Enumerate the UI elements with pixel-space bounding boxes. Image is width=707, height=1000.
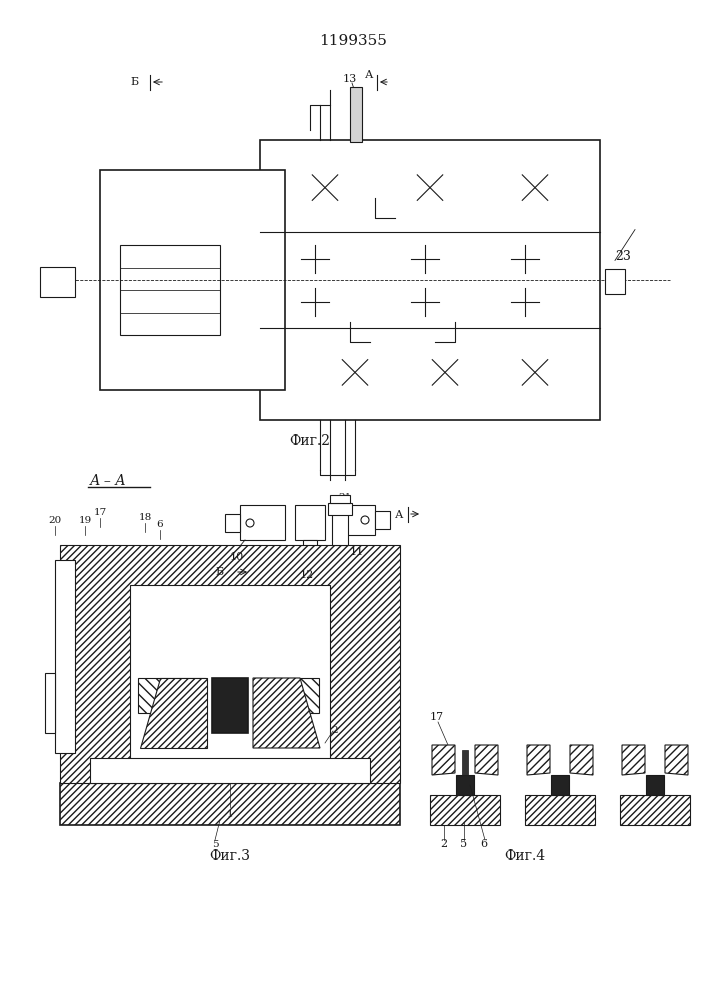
Bar bbox=[462, 750, 468, 775]
Text: 10: 10 bbox=[230, 552, 244, 562]
Bar bbox=[45, 673, 55, 733]
Text: Б: Б bbox=[130, 77, 138, 87]
Text: А: А bbox=[365, 70, 373, 80]
Bar bbox=[646, 775, 664, 795]
Bar bbox=[100, 170, 285, 390]
Text: 1199355: 1199355 bbox=[319, 34, 387, 48]
Polygon shape bbox=[527, 745, 550, 775]
Text: 2: 2 bbox=[440, 839, 447, 849]
Polygon shape bbox=[665, 745, 688, 775]
Text: Б: Б bbox=[215, 567, 223, 577]
Bar bbox=[295, 505, 325, 540]
Polygon shape bbox=[140, 678, 207, 748]
Text: 17: 17 bbox=[93, 508, 107, 517]
Text: 21: 21 bbox=[339, 493, 351, 502]
Polygon shape bbox=[622, 745, 645, 775]
Bar bbox=[375, 511, 390, 529]
Text: 17: 17 bbox=[430, 712, 444, 722]
Text: 18: 18 bbox=[139, 513, 151, 522]
Text: Фиг.3: Фиг.3 bbox=[209, 849, 250, 863]
Bar bbox=[456, 775, 474, 795]
Bar bbox=[130, 585, 330, 763]
Text: 6: 6 bbox=[480, 839, 487, 849]
Bar bbox=[330, 495, 350, 503]
Bar bbox=[620, 795, 690, 825]
Polygon shape bbox=[475, 745, 498, 775]
Bar bbox=[60, 545, 400, 783]
Bar bbox=[120, 245, 220, 335]
Bar bbox=[332, 505, 348, 545]
Bar bbox=[605, 269, 625, 294]
Text: 19: 19 bbox=[78, 516, 92, 525]
Text: А – А: А – А bbox=[90, 474, 127, 488]
Bar bbox=[350, 87, 362, 142]
Text: Фиг.4: Фиг.4 bbox=[504, 849, 546, 863]
Bar bbox=[335, 505, 375, 535]
Text: 20: 20 bbox=[48, 516, 62, 525]
Text: 5: 5 bbox=[460, 839, 467, 849]
Text: 2: 2 bbox=[332, 726, 339, 735]
Text: 12: 12 bbox=[300, 570, 314, 580]
Text: 13: 13 bbox=[343, 74, 357, 84]
Polygon shape bbox=[253, 678, 320, 748]
Bar bbox=[138, 678, 205, 713]
Circle shape bbox=[246, 519, 254, 527]
Bar bbox=[255, 678, 319, 713]
Bar bbox=[328, 503, 352, 515]
Text: 23: 23 bbox=[615, 250, 631, 263]
Text: 11: 11 bbox=[350, 547, 364, 557]
Bar bbox=[260, 140, 600, 420]
Text: А: А bbox=[395, 510, 404, 520]
Bar bbox=[551, 775, 569, 795]
Text: Фиг.2: Фиг.2 bbox=[289, 434, 330, 448]
Bar bbox=[55, 560, 75, 753]
Polygon shape bbox=[570, 745, 593, 775]
Bar bbox=[225, 514, 240, 532]
Text: 6: 6 bbox=[157, 520, 163, 529]
Bar bbox=[303, 540, 317, 558]
Bar bbox=[40, 267, 75, 297]
Text: 5: 5 bbox=[211, 840, 218, 849]
Bar bbox=[525, 795, 595, 825]
Bar bbox=[90, 758, 370, 783]
Bar bbox=[60, 783, 400, 825]
Text: 1: 1 bbox=[227, 810, 233, 819]
Bar bbox=[240, 505, 285, 540]
Polygon shape bbox=[432, 745, 455, 775]
Circle shape bbox=[361, 516, 369, 524]
Bar bbox=[430, 795, 500, 825]
Bar bbox=[212, 678, 248, 733]
